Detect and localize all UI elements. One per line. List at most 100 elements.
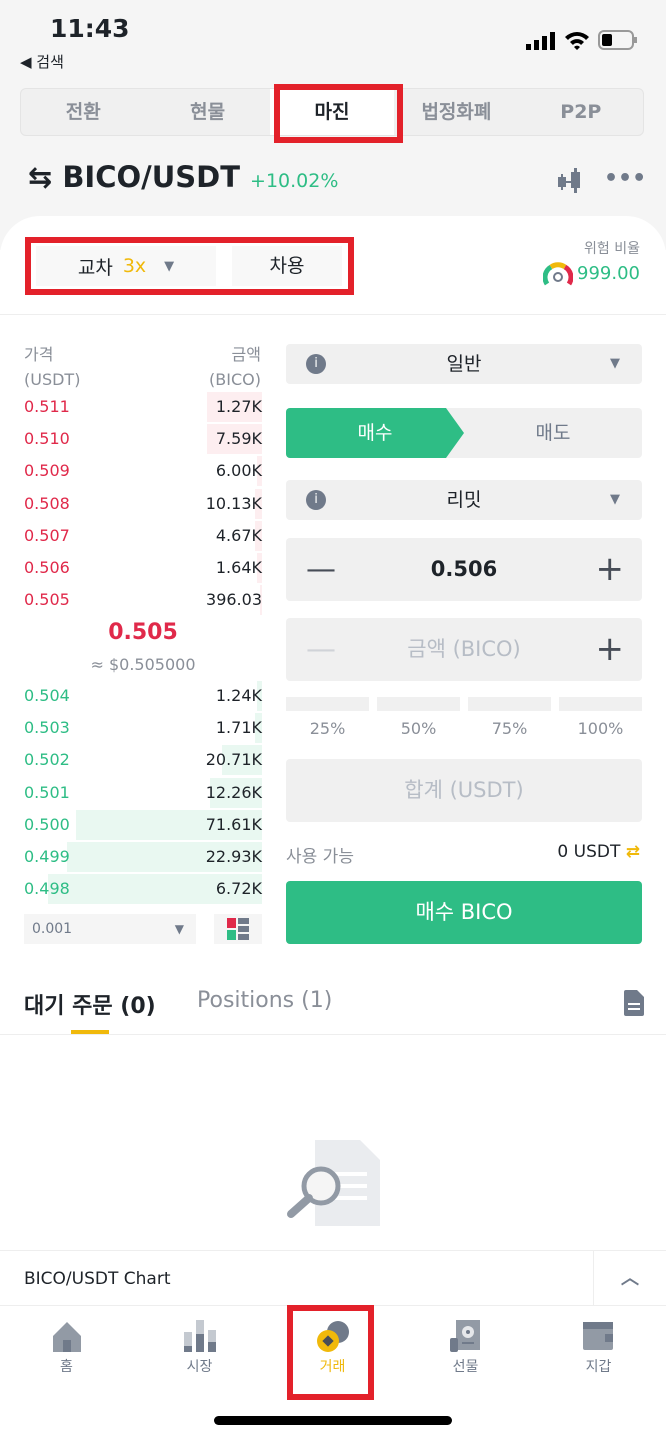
chevron-up-icon[interactable]: ︿ [593,1251,666,1306]
bid-row[interactable]: 0.501 12.26K [24,777,262,808]
percent-label: 75% [491,719,528,738]
ask-price: 0.507 [24,525,70,545]
total-input[interactable]: 합계 (USDT) [286,759,642,822]
bid-amount: 71.61K [205,814,262,834]
ask-amount: 10.13K [205,493,262,513]
bid-amount: 22.93K [205,847,262,866]
bid-price: 0.499 [24,847,70,866]
bid-row[interactable]: 0.503 1.71K [24,713,262,744]
more-icon[interactable]: ••• [604,166,647,191]
percent-option[interactable]: 100% [559,697,642,738]
back-to-search[interactable]: ◀ 검색 [20,53,64,71]
tab-convert[interactable]: 전환 [65,101,101,123]
order-type-select[interactable]: i 리밋 ▼ [286,480,642,520]
ask-row[interactable]: 0.509 6.00K [24,456,262,487]
bid-row[interactable]: 0.504 1.24K [24,681,262,711]
bid-price: 0.503 [24,718,70,738]
bid-row[interactable]: 0.502 20.71K [24,745,262,776]
percent-option[interactable]: 25% [286,697,369,738]
nav-label: 홈 [60,1359,73,1375]
nav-futures[interactable]: 선물 [399,1320,532,1376]
divider [0,1034,666,1035]
markets-icon [183,1320,216,1352]
ask-row[interactable]: 0.510 7.59K [24,424,262,455]
buy-tab[interactable]: 매수 [286,408,464,458]
plus-icon[interactable]: + [595,549,625,589]
price-change: +10.02% [250,170,339,192]
percent-option[interactable]: 50% [377,697,460,738]
bid-row[interactable]: 0.498 6.72K [24,874,262,905]
candlestick-chart-icon[interactable] [556,168,584,194]
nav-label: 거래 [319,1359,346,1375]
tab-fiat[interactable]: 법정화폐 [421,101,492,123]
percent-track [468,697,551,711]
annotation-box [274,84,403,143]
ask-amount: 6.00K [215,461,262,481]
nav-trade[interactable]: 거래 [266,1320,399,1376]
available-label: 사용 가능 [286,847,354,867]
ask-row[interactable]: 0.505 396.03 [24,585,262,616]
status-icons [526,30,638,50]
orderbook-layout-icon[interactable] [214,914,262,944]
last-price-usd: ≈ $0.505000 [90,655,196,674]
depth-bar [47,874,262,905]
borrow-button[interactable]: 차용 [232,246,342,286]
nav-markets[interactable]: 시장 [133,1320,266,1376]
order-mode-select[interactable]: i 일반 ▼ [286,344,642,384]
nav-label: 지갑 [585,1359,612,1375]
depth-bar [209,777,262,808]
caret-down-icon: ▼ [174,922,184,936]
tab-p2p[interactable]: P2P [560,101,602,123]
futures-icon [449,1320,480,1352]
minus-icon[interactable]: — [306,632,336,667]
transfer-icon[interactable]: ⇄ [625,842,640,862]
bid-row[interactable]: 0.499 22.93K [24,842,262,872]
bid-price: 0.498 [24,879,70,899]
order-mode: 일반 [446,353,482,375]
empty-search-icon [287,1140,380,1226]
ask-row[interactable]: 0.506 1.64K [24,553,262,583]
ask-row[interactable]: 0.508 10.13K [24,488,262,519]
bid-amount: 20.71K [205,750,262,770]
battery-icon [598,30,637,50]
price-unit: (USDT) [24,370,81,389]
price-input[interactable]: — 0.506 + [286,538,642,601]
buy-sell-toggle: 매수 매도 [286,408,642,458]
info-icon: i [306,490,326,510]
divider [0,314,666,315]
total-placeholder: 합계 (USDT) [404,778,524,802]
order-type: 리밋 [446,489,482,511]
document-icon[interactable] [624,990,644,1016]
pair-header[interactable]: ⇆ BICO/USDT +10.02% [28,160,338,194]
ask-row[interactable]: 0.511 1.27K [24,392,262,422]
home-icon [52,1322,81,1352]
caret-down-icon: ▼ [164,258,175,274]
plus-icon[interactable]: + [595,629,625,669]
minus-icon[interactable]: — [306,552,336,587]
buy-submit-button[interactable]: 매수 BICO [286,881,642,944]
tab-spot[interactable]: 현물 [190,101,226,123]
ask-row[interactable]: 0.507 4.67K [24,520,262,551]
sell-tab[interactable]: 매도 [535,422,571,444]
tab-margin[interactable]: 마진 [269,89,395,135]
margin-mode-select[interactable]: 교차 3x ▼ [36,246,216,286]
depth-bar [254,488,262,519]
depth-bar [257,681,262,711]
ask-amount: 4.67K [215,525,262,545]
tick-size-select[interactable]: 0.001 ▼ [24,914,196,944]
nav-home[interactable]: 홈 [0,1320,133,1376]
percent-option[interactable]: 75% [468,697,551,738]
tab-positions[interactable]: Positions (1) [197,988,333,1013]
tab-open-orders[interactable]: 대기 주문 (0) [24,994,156,1019]
chart-bar[interactable]: BICO/USDT Chart ︿ [0,1250,666,1306]
percent-track [286,697,369,711]
chart-bar-label: BICO/USDT Chart [24,1269,171,1289]
risk-ratio-label: 위험 비율 [584,241,640,257]
ask-amount: 396.03 [206,590,262,610]
nav-wallet[interactable]: 지갑 [532,1320,665,1376]
amount-input[interactable]: — 금액 (BICO) + [286,618,642,681]
percent-track [377,697,460,711]
price-value: 0.506 [430,557,498,581]
caret-down-icon: ▼ [610,356,620,371]
bid-row[interactable]: 0.500 71.61K [24,809,262,840]
